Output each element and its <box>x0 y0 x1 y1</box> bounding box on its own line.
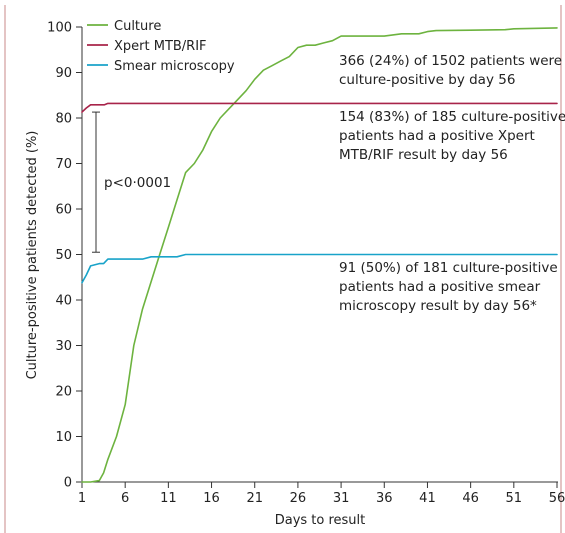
x-tick-label: 21 <box>246 491 263 506</box>
annotation-line: patients had a positive smear <box>339 279 541 295</box>
x-ticks: 1 6 11 16 21 26 31 36 41 46 51 56 <box>78 482 565 506</box>
x-tick-label: 6 <box>121 491 129 506</box>
y-axis: 0 10 20 30 40 50 60 70 80 90 100 <box>47 21 83 491</box>
y-tick-label: 50 <box>55 248 72 263</box>
x-tick-label: 56 <box>549 491 565 506</box>
x-tick-label: 31 <box>333 491 350 506</box>
y-tick-label: 0 <box>64 476 72 491</box>
x-axis-title: Days to result <box>275 513 366 528</box>
annotation-smear_note: 91 (50%) of 181 culture-positive patients… <box>339 260 558 314</box>
series-lines <box>81 27 558 483</box>
annotation-line: 154 (83%) of 185 culture-positive <box>339 109 565 125</box>
y-tick-label: 80 <box>55 112 72 127</box>
y-tick-label: 20 <box>55 385 72 400</box>
annotation-line: microscopy result by day 56* <box>339 298 537 314</box>
annotation-xpert_note: 154 (83%) of 185 culture-positive patient… <box>339 109 565 163</box>
annotation-line: culture-positive by day 56 <box>339 72 515 88</box>
y-axis-title: Culture-positive patients detected (%) <box>25 131 40 380</box>
y-tick-label: 40 <box>55 294 72 309</box>
y-tick-label: 60 <box>55 203 72 218</box>
y-tick-label: 100 <box>47 21 72 36</box>
x-tick-label: 16 <box>203 491 220 506</box>
legend-label-culture: Culture <box>114 19 161 34</box>
annotation-culture_note: 366 (24%) of 1502 patients were culture-p… <box>339 53 562 88</box>
x-tick-label: 11 <box>160 491 177 506</box>
y-tick-label: 30 <box>55 339 72 354</box>
y-tick-label: 70 <box>55 157 72 172</box>
p-value-label: p<0·0001 <box>104 175 171 191</box>
x-tick-label: 51 <box>506 491 523 506</box>
legend: Culture Xpert MTB/RIF Smear microscopy <box>87 19 235 74</box>
annotation-line: 91 (50%) of 181 culture-positive <box>339 260 558 276</box>
y-ticks: 0 10 20 30 40 50 60 70 80 90 100 <box>47 21 82 491</box>
annotation-line: patients had a positive Xpert <box>339 128 535 144</box>
comparison-bracket: p<0·0001 <box>92 111 171 253</box>
y-tick-label: 90 <box>55 66 72 81</box>
x-tick-label: 41 <box>419 491 436 506</box>
annotation-line: MTB/RIF result by day 56 <box>339 147 508 163</box>
x-tick-label: 1 <box>78 491 86 506</box>
annotations: 366 (24%) of 1502 patients were culture-p… <box>339 53 565 314</box>
x-tick-label: 36 <box>376 491 393 506</box>
x-axis: 1 6 11 16 21 26 31 36 41 46 51 56 <box>78 481 565 506</box>
x-tick-label: 26 <box>290 491 307 506</box>
y-tick-label: 10 <box>55 430 72 445</box>
annotation-line: 366 (24%) of 1502 patients were <box>339 53 562 69</box>
series-line-xpert <box>81 102 558 113</box>
x-tick-label: 46 <box>462 491 479 506</box>
series-line-smear <box>81 253 558 284</box>
series-line-culture <box>81 27 558 483</box>
legend-label-xpert: Xpert MTB/RIF <box>114 39 207 54</box>
legend-label-smear: Smear microscopy <box>114 59 235 74</box>
